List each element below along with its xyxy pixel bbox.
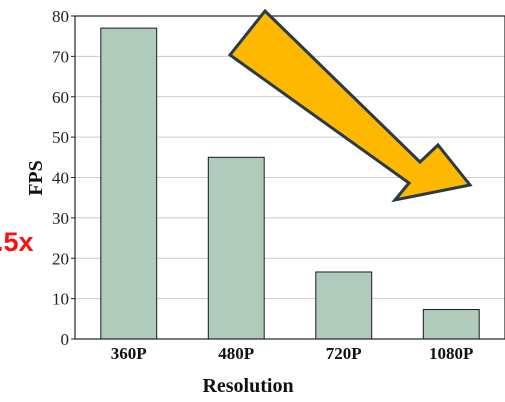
y-axis-title: FPS <box>25 160 47 196</box>
x-tick-label: 360P <box>111 344 147 363</box>
downward-trend-arrow-icon <box>227 8 473 203</box>
bar-480p <box>207 156 265 340</box>
y-tick-label: 70 <box>52 47 69 66</box>
y-tick-label: 50 <box>52 128 69 147</box>
y-tick-label: 20 <box>52 249 69 268</box>
y-tick-label: 60 <box>52 88 69 107</box>
bar-360p <box>100 27 158 340</box>
x-tick-label: 1080P <box>429 344 473 363</box>
x-tick-label: 480P <box>218 344 254 363</box>
y-tick-label: 10 <box>52 290 69 309</box>
bar-1080p <box>422 309 480 340</box>
y-tick-labels: 0 10 20 30 40 50 60 70 80 <box>52 7 75 349</box>
y-tick-label: 80 <box>52 7 69 26</box>
x-tick-label: 720P <box>326 344 362 363</box>
bar-720p <box>315 271 373 340</box>
y-tick-label: 30 <box>52 209 69 228</box>
speedup-annotation: .5x <box>0 227 34 257</box>
x-axis-title: Resolution <box>202 375 293 397</box>
y-tick-label: 0 <box>61 330 70 349</box>
y-tick-label: 40 <box>52 169 69 188</box>
x-tick-labels: 360P 480P 720P 1080P <box>111 344 474 363</box>
